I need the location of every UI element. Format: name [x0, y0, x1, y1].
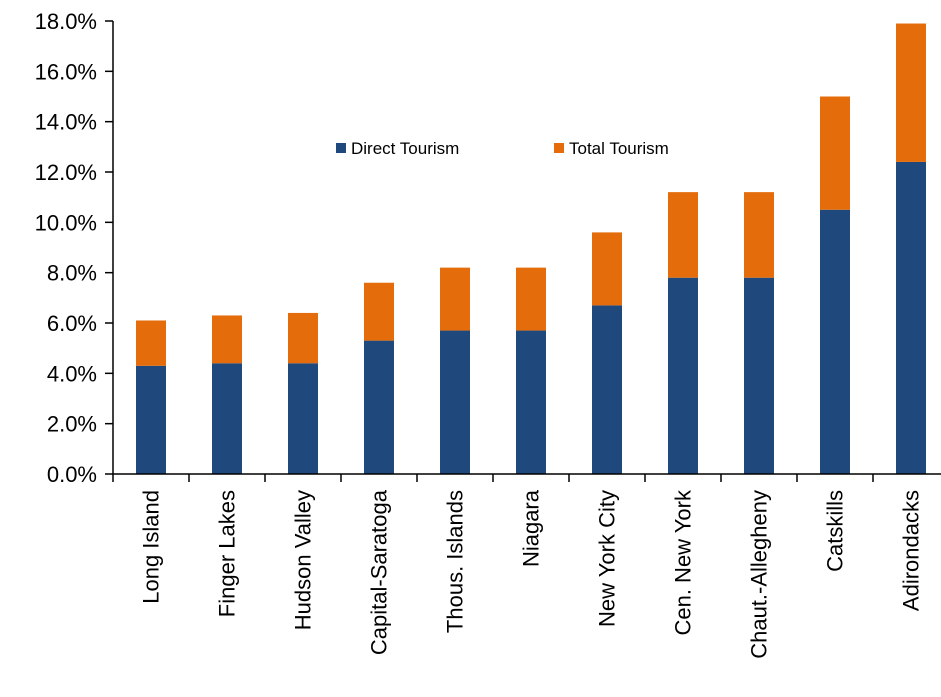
y-tick-label: 16.0%: [35, 59, 97, 84]
legend-label-direct-tourism: Direct Tourism: [351, 139, 459, 158]
bar-total-tourism: [364, 282, 394, 341]
bar-total-tourism: [516, 267, 546, 331]
y-tick-label: 6.0%: [47, 311, 97, 336]
bar-direct-tourism: [516, 330, 546, 474]
legend-swatch-direct-tourism: [336, 143, 346, 153]
y-tick-label: 8.0%: [47, 261, 97, 286]
bar-direct-tourism: [820, 209, 850, 474]
x-tick-label: Chaut.-Allegheny: [747, 490, 772, 659]
bar-total-tourism: [288, 312, 318, 364]
bar-total-tourism: [592, 232, 622, 306]
bar-total-tourism: [440, 267, 470, 331]
y-tick-label: 4.0%: [47, 361, 97, 386]
y-tick-label: 18.0%: [35, 9, 97, 34]
bar-direct-tourism: [288, 363, 318, 474]
legend-swatch-total-tourism: [554, 143, 564, 153]
x-tick-label: Capital-Saratoga: [367, 489, 392, 655]
y-axis: 0.0% 2.0% 4.0% 6.0% 8.0% 10.0% 12.0% 14.0% 16.0%…: [35, 9, 114, 487]
bar-direct-tourism: [136, 365, 166, 474]
bar-direct-tourism: [440, 330, 470, 474]
x-tick-label: Niagara: [519, 489, 544, 567]
x-tick-label: Hudson Valley: [291, 490, 316, 630]
x-tick-label: Finger Lakes: [215, 490, 240, 617]
legend-label-total-tourism: Total Tourism: [569, 139, 669, 158]
y-tick-label: 14.0%: [35, 110, 97, 135]
y-tick-label: 0.0%: [47, 462, 97, 487]
bar-total-tourism: [212, 315, 242, 364]
x-axis: Long Island Finger Lakes Hudson Valley Capi…: [112, 473, 941, 659]
x-tick-label: Long Island: [139, 490, 164, 604]
bar-direct-tourism: [364, 340, 394, 474]
bar-direct-tourism: [592, 305, 622, 474]
bar-direct-tourism: [212, 363, 242, 474]
bar-total-tourism: [744, 192, 774, 278]
bar-direct-tourism: [744, 277, 774, 474]
x-tick-label: Cen. New York: [671, 489, 696, 636]
y-tick-label: 2.0%: [47, 412, 97, 437]
bar-direct-tourism: [668, 277, 698, 474]
x-tick-label: New York City: [595, 490, 620, 627]
x-tick-label: Adirondacks: [899, 490, 924, 611]
bar-total-tourism: [136, 320, 166, 366]
bars: [136, 23, 926, 474]
y-tick-label: 10.0%: [35, 210, 97, 235]
bar-direct-tourism: [896, 161, 926, 474]
x-tick-label: Catskills: [823, 490, 848, 572]
legend: Direct Tourism Total Tourism: [336, 139, 669, 158]
bar-total-tourism: [896, 23, 926, 162]
x-tick-label: Thous. Islands: [443, 490, 468, 633]
bar-total-tourism: [820, 96, 850, 210]
y-tick-label: 12.0%: [35, 160, 97, 185]
bar-total-tourism: [668, 192, 698, 278]
